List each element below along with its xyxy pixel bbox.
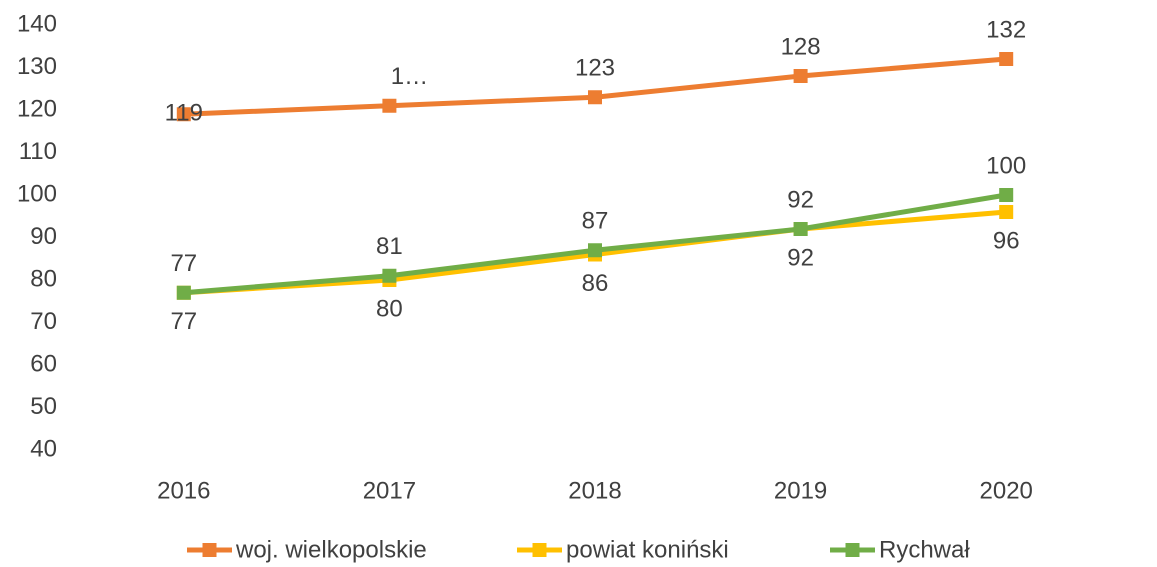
data-label: 81 — [376, 233, 403, 260]
legend-item: powiat koniński — [517, 536, 729, 563]
legend-label: powiat koniński — [566, 536, 729, 563]
data-label: 86 — [582, 270, 609, 297]
data-label: 80 — [376, 295, 403, 322]
data-label: 77 — [170, 250, 197, 277]
y-tick-label: 120 — [17, 95, 57, 122]
legend-item: Rychwał — [830, 536, 970, 563]
y-tick-label: 90 — [30, 223, 57, 250]
x-tick-label: 2016 — [157, 477, 210, 504]
data-label: 77 — [170, 308, 197, 335]
y-tick-label: 70 — [30, 308, 57, 335]
y-tick-label: 110 — [19, 138, 57, 165]
point-marker — [999, 205, 1014, 219]
y-tick-label: 60 — [30, 350, 57, 377]
legend-item: woj. wielkopolskie — [187, 536, 427, 563]
data-label: 128 — [781, 33, 821, 60]
point-marker — [176, 285, 191, 300]
legend-marker — [202, 543, 217, 557]
data-label: 1… — [391, 63, 428, 90]
data-label: 123 — [575, 55, 615, 82]
point-marker — [588, 90, 602, 105]
data-label: 132 — [986, 16, 1026, 43]
data-label: 96 — [993, 227, 1020, 254]
data-label: 87 — [582, 208, 609, 235]
legend-label: Rychwał — [879, 536, 970, 563]
legend: woj. wielkopolskie powiat koniński Rychwał — [187, 536, 970, 563]
x-tick-label: 2020 — [980, 477, 1033, 504]
point-marker — [793, 222, 808, 236]
y-tick-label: 130 — [17, 53, 57, 80]
data-label: 100 — [986, 152, 1026, 179]
point-marker — [176, 107, 191, 122]
x-tick-label: 2019 — [774, 477, 827, 504]
data-label: 119 — [165, 100, 203, 127]
legend-marker — [845, 543, 860, 557]
y-tick-label: 140 — [17, 10, 57, 37]
legend-label: woj. wielkopolskie — [235, 536, 427, 563]
point-marker — [382, 98, 397, 113]
point-marker — [793, 69, 808, 83]
data-label: 92 — [787, 186, 814, 213]
y-tick-label: 100 — [17, 180, 57, 207]
point-marker — [588, 243, 602, 258]
data-label: 92 — [787, 244, 814, 271]
y-tick-label: 40 — [30, 435, 57, 462]
point-marker — [382, 268, 397, 283]
x-tick-label: 2018 — [568, 477, 621, 504]
legend-marker — [532, 543, 547, 557]
y-tick-label: 80 — [30, 265, 57, 292]
point-marker — [999, 52, 1014, 66]
point-marker — [999, 188, 1014, 202]
y-tick-label: 50 — [30, 393, 57, 420]
x-tick-label: 2017 — [363, 477, 416, 504]
